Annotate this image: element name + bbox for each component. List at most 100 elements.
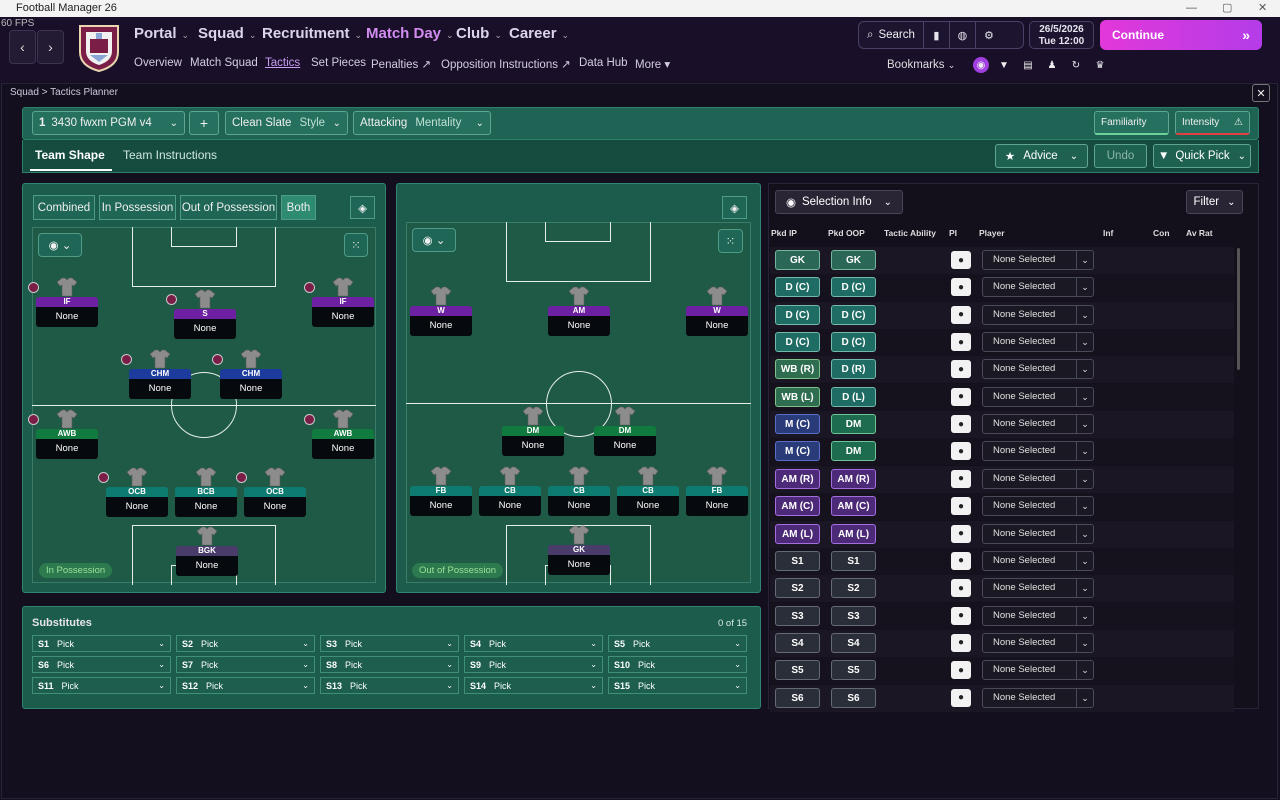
player-slot[interactable]: BCB None: [175, 467, 237, 517]
player-select[interactable]: None Selected ⌄: [982, 359, 1094, 380]
player-select[interactable]: None Selected ⌄: [982, 277, 1094, 298]
player-slot[interactable]: OCB None: [98, 467, 168, 517]
position-oop[interactable]: D (C): [831, 332, 876, 353]
player-info-button[interactable]: ●: [951, 360, 971, 379]
player-slot[interactable]: AWB None: [304, 409, 374, 459]
search-button[interactable]: ⌕ Search: [859, 22, 924, 48]
substitute-slot[interactable]: S8 Pick ⌄: [320, 656, 459, 673]
player-slot[interactable]: GK None: [548, 525, 610, 575]
player-select[interactable]: None Selected ⌄: [982, 660, 1094, 681]
position-oop[interactable]: S5: [831, 660, 876, 681]
position-ip[interactable]: S3: [775, 605, 820, 626]
player-slot[interactable]: AM None: [548, 286, 610, 336]
compass-icon[interactable]: ◈: [350, 196, 375, 219]
player-slot[interactable]: CHM None: [121, 349, 191, 399]
position-oop[interactable]: D (C): [831, 277, 876, 298]
player-info-button[interactable]: ●: [951, 633, 971, 652]
substitute-slot[interactable]: S2 Pick ⌄: [176, 635, 315, 652]
close-window-button[interactable]: ✕: [1258, 2, 1268, 14]
undo-button[interactable]: Undo: [1094, 144, 1147, 168]
style-selector[interactable]: Clean Slate Style ⌄: [225, 111, 348, 135]
player-info-button[interactable]: ●: [951, 606, 971, 625]
tab-team-instructions[interactable]: Team Instructions: [123, 148, 218, 162]
col-pkd-oop[interactable]: Pkd OOP: [828, 228, 865, 238]
substitute-slot[interactable]: S14 Pick ⌄: [464, 677, 603, 694]
substitute-slot[interactable]: S1 Pick ⌄: [32, 635, 171, 652]
substitute-slot[interactable]: S9 Pick ⌄: [464, 656, 603, 673]
position-ip[interactable]: AM (R): [775, 468, 820, 489]
submenu-match-squad[interactable]: Match Squad: [190, 57, 258, 69]
mentality-selector[interactable]: Attacking Mentality ⌄: [353, 111, 491, 135]
submenu-more[interactable]: More ▾: [635, 59, 671, 71]
advice-button[interactable]: ★ Advice ⌄: [995, 144, 1088, 168]
position-ip[interactable]: M (C): [775, 441, 820, 462]
substitute-slot[interactable]: S10 Pick ⌄: [608, 656, 747, 673]
player-slot[interactable]: DM None: [502, 406, 564, 456]
col-tactic-ability[interactable]: Tactic Ability: [884, 228, 936, 238]
player-select[interactable]: None Selected ⌄: [982, 605, 1094, 626]
selection-info-button[interactable]: ◉ Selection Info ⌄: [775, 190, 903, 214]
player-slot[interactable]: OCB None: [236, 467, 306, 517]
position-ip[interactable]: D (C): [775, 332, 820, 353]
maximize-button[interactable]: ▢: [1222, 2, 1233, 14]
menu-match-day[interactable]: Match Day ⌄: [366, 25, 454, 42]
col-av-rat[interactable]: Av Rat: [1186, 228, 1213, 238]
filter-button[interactable]: Filter ⌄: [1186, 190, 1243, 214]
player-select[interactable]: None Selected ⌄: [982, 250, 1094, 270]
player-slot[interactable]: FB None: [686, 466, 748, 516]
position-ip[interactable]: AM (L): [775, 523, 820, 544]
submenu-data-hub[interactable]: Data Hub: [579, 57, 628, 69]
refresh-icon[interactable]: ↻: [1071, 59, 1081, 71]
shirt-icon[interactable]: ▼: [999, 59, 1009, 71]
player-info-button[interactable]: ●: [951, 524, 971, 543]
col-player[interactable]: Player: [979, 228, 1005, 238]
player-slot[interactable]: AWB None: [28, 409, 98, 459]
player-select[interactable]: None Selected ⌄: [982, 332, 1094, 353]
position-ip[interactable]: S6: [775, 687, 820, 708]
position-oop[interactable]: S6: [831, 687, 876, 708]
player-select[interactable]: None Selected ⌄: [982, 304, 1094, 325]
position-oop[interactable]: S1: [831, 550, 876, 571]
position-ip[interactable]: S2: [775, 578, 820, 599]
player-info-button[interactable]: ●: [951, 497, 971, 516]
people-icon[interactable]: ♟: [1047, 59, 1057, 71]
player-slot[interactable]: DM None: [594, 406, 656, 456]
player-slot[interactable]: FB None: [410, 466, 472, 516]
tactic-selector[interactable]: 1 3430 fwxm PGM v4 ⌄: [32, 111, 185, 135]
globe-icon[interactable]: ◍: [950, 22, 976, 48]
col-con[interactable]: Con: [1153, 228, 1170, 238]
substitute-slot[interactable]: S4 Pick ⌄: [464, 635, 603, 652]
player-slot[interactable]: CHM None: [212, 349, 282, 399]
player-select[interactable]: None Selected ⌄: [982, 441, 1094, 462]
submenu-penalties[interactable]: Penalties ↗: [371, 59, 432, 71]
player-slot[interactable]: IF None: [304, 277, 374, 327]
menu-portal[interactable]: Portal ⌄: [134, 25, 190, 42]
player-slot[interactable]: CB None: [617, 466, 679, 516]
player-slot[interactable]: W None: [410, 286, 472, 336]
position-oop[interactable]: GK: [831, 250, 876, 270]
player-slot[interactable]: CB None: [479, 466, 541, 516]
substitute-slot[interactable]: S11 Pick ⌄: [32, 677, 171, 694]
trophy-icon[interactable]: ♛: [1095, 59, 1105, 71]
position-oop[interactable]: AM (L): [831, 523, 876, 544]
chat-icon[interactable]: ◉: [973, 57, 989, 73]
submenu-opposition-instructions[interactable]: Opposition Instructions ↗: [441, 59, 571, 71]
menu-club[interactable]: Club ⌄: [456, 25, 502, 42]
player-info-button[interactable]: ●: [951, 333, 971, 352]
player-info-button[interactable]: ●: [951, 387, 971, 406]
substitute-slot[interactable]: S7 Pick ⌄: [176, 656, 315, 673]
substitute-slot[interactable]: S13 Pick ⌄: [320, 677, 459, 694]
continue-button[interactable]: Continue »: [1100, 20, 1262, 50]
player-select[interactable]: None Selected ⌄: [982, 496, 1094, 517]
player-info-button[interactable]: ●: [951, 579, 971, 598]
menu-squad[interactable]: Squad ⌄: [198, 25, 257, 42]
toggle-both[interactable]: Both: [281, 195, 316, 220]
player-slot[interactable]: IF None: [28, 277, 98, 327]
player-select[interactable]: None Selected ⌄: [982, 578, 1094, 599]
position-ip[interactable]: M (C): [775, 414, 820, 435]
player-info-button[interactable]: ●: [951, 661, 971, 680]
position-ip[interactable]: S4: [775, 632, 820, 653]
position-oop[interactable]: S2: [831, 578, 876, 599]
position-ip[interactable]: S5: [775, 660, 820, 681]
player-info-button[interactable]: ●: [951, 278, 971, 297]
